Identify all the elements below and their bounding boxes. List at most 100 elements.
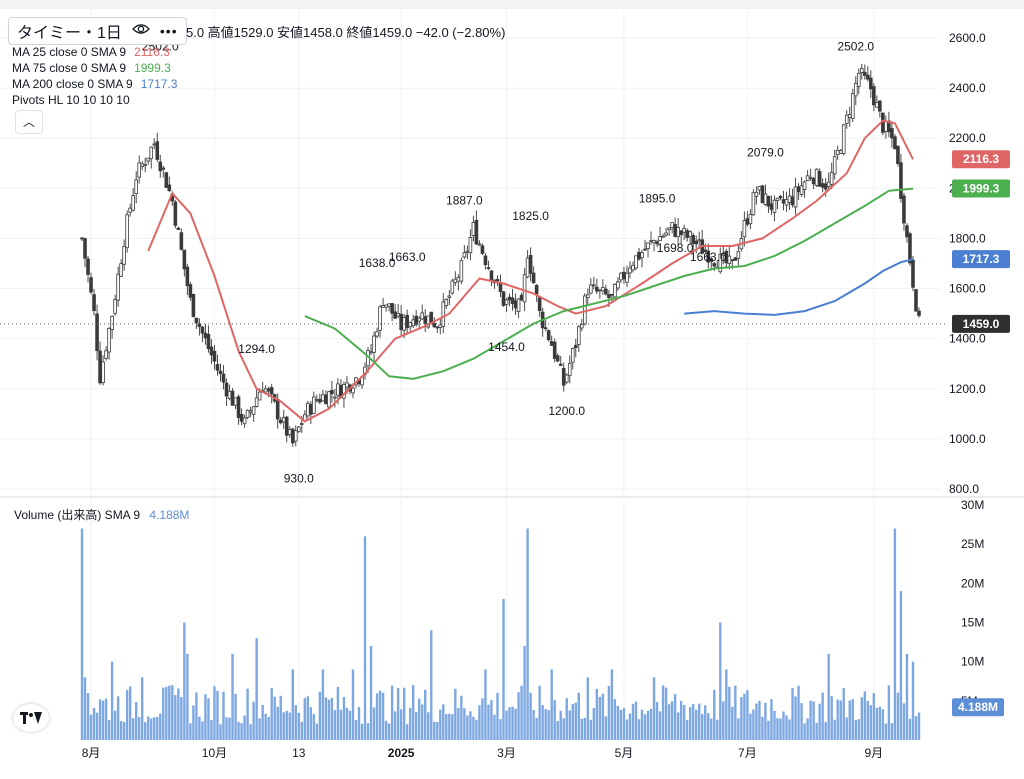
candle — [905, 225, 909, 238]
price-tick-label: 1800.0 — [949, 231, 986, 245]
volume-bar — [842, 688, 845, 740]
volume-bar — [339, 709, 343, 740]
candle — [140, 163, 145, 167]
candle — [670, 222, 674, 228]
legend-pivots[interactable]: Pivots HL 10 10 10 10 — [12, 92, 130, 108]
candle — [444, 298, 449, 307]
candle — [736, 251, 741, 259]
volume-bar — [98, 699, 102, 740]
volume-bar — [267, 716, 270, 740]
candle — [149, 146, 154, 160]
x-tick-label: 10月 — [202, 746, 227, 760]
volume-bar — [315, 723, 319, 740]
price-tick-label: 1200.0 — [949, 382, 986, 396]
candle — [438, 324, 443, 328]
volume-legend-value: 4.188M — [149, 508, 190, 522]
candle — [86, 258, 90, 275]
volume-bar — [872, 693, 876, 740]
volume-bar — [168, 685, 171, 740]
volume-bar — [812, 701, 815, 740]
price-tick-label: 2400.0 — [949, 81, 986, 95]
candle — [414, 315, 418, 325]
candle — [742, 220, 747, 238]
volume-bar — [701, 713, 704, 740]
legend-ma25[interactable]: MA 25 close 0 SMA 9 2116.3 — [12, 44, 170, 60]
volume-legend[interactable]: Volume (出来高) SMA 9 4.188M — [14, 506, 189, 523]
candle — [345, 382, 349, 388]
volume-bar — [658, 711, 662, 740]
volume-bar — [833, 719, 836, 740]
volume-bar — [818, 703, 821, 740]
volume-bar — [134, 702, 138, 740]
candle — [342, 384, 346, 399]
candle — [658, 236, 662, 242]
volume-bar — [439, 709, 442, 740]
volume-bar — [318, 691, 322, 740]
ohlc-readout: 5.0 高値1529.0 安値1458.0 終値1459.0 −42.0 (−2… — [186, 25, 506, 40]
candle — [375, 331, 379, 337]
volume-bar — [511, 706, 514, 740]
legend-ma200[interactable]: MA 200 close 0 SMA 9 1717.3 — [12, 76, 177, 92]
candle — [312, 396, 316, 414]
volume-bar — [472, 716, 475, 740]
volume-bar — [601, 693, 605, 740]
candle — [640, 252, 644, 258]
volume-bar — [806, 718, 809, 740]
candle — [299, 423, 304, 425]
symbol-selector[interactable]: タイミー・1日 ••• — [8, 17, 187, 45]
volume-bar — [628, 713, 632, 740]
volume-bar — [824, 722, 827, 740]
volume-bar — [282, 712, 285, 740]
candle — [760, 185, 765, 204]
volume-bar — [541, 705, 544, 740]
candle — [113, 299, 117, 314]
volume-bar — [291, 669, 294, 740]
volume-legend-label: Volume (出来高) SMA 9 — [14, 508, 141, 522]
volume-tick-label: 10M — [961, 655, 984, 669]
volume-bar — [390, 685, 394, 740]
volume-bar — [667, 704, 671, 740]
price-label-box — [952, 150, 1010, 169]
candle — [643, 248, 647, 251]
volume-bar — [535, 718, 538, 740]
tradingview-logo[interactable] — [13, 704, 49, 732]
volume-bar — [255, 638, 258, 740]
price-label: 1459.0 — [963, 317, 1000, 331]
volume-bar — [270, 687, 273, 740]
candle — [128, 207, 132, 213]
candle — [583, 295, 587, 325]
candle — [254, 397, 259, 407]
volume-bar — [303, 698, 306, 740]
candle — [408, 322, 412, 328]
candle — [119, 263, 123, 277]
candle — [131, 195, 135, 211]
symbol-name[interactable]: タイミー・1日 — [17, 25, 122, 42]
volume-bar — [478, 705, 481, 740]
volume-bar — [676, 712, 680, 740]
legend-ma75[interactable]: MA 75 close 0 SMA 9 1999.3 — [12, 60, 171, 76]
volume-bar — [878, 706, 882, 740]
pivot-label: 1895.0 — [639, 192, 676, 206]
candle — [98, 350, 102, 384]
candle — [459, 260, 464, 282]
price-tick-label: 800.0 — [949, 482, 979, 496]
candle — [817, 171, 822, 187]
price-tick-label: 1400.0 — [949, 332, 986, 346]
candle — [447, 295, 452, 298]
volume-bar — [360, 723, 364, 740]
candle — [516, 298, 521, 313]
candle — [733, 257, 738, 261]
volume-bar — [258, 718, 261, 740]
more-dots-icon[interactable]: ••• — [159, 23, 178, 39]
volume-bar — [342, 697, 346, 740]
price-tick-label: 2200.0 — [949, 131, 986, 145]
candle — [155, 141, 160, 160]
chevron-up-icon[interactable]: ︿ — [15, 110, 43, 134]
candle — [122, 245, 126, 265]
volume-bar — [466, 715, 469, 740]
volume-bar — [767, 720, 770, 740]
candle — [727, 255, 732, 264]
eye-icon[interactable] — [131, 22, 150, 40]
candle — [333, 396, 337, 399]
